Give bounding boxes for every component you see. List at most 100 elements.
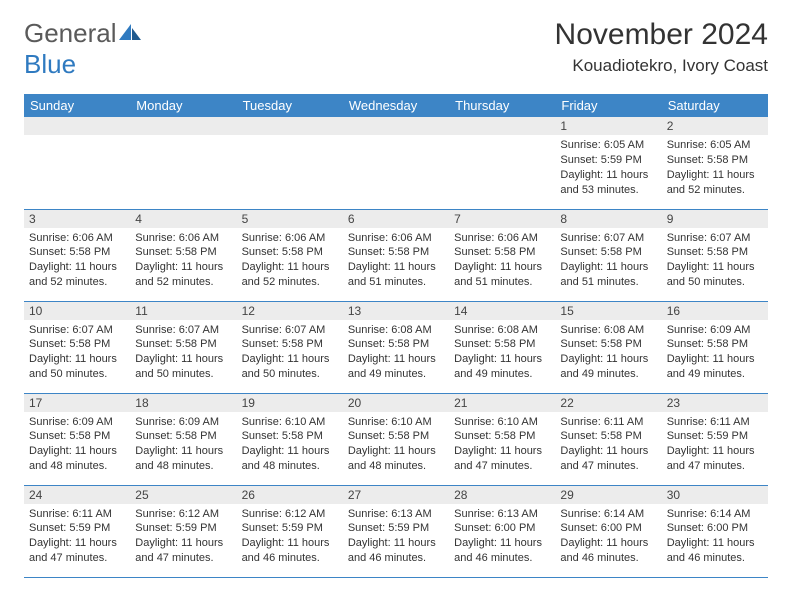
day-info: Sunrise: 6:12 AMSunset: 5:59 PMDaylight:… bbox=[130, 504, 236, 570]
day-number: 2 bbox=[662, 117, 768, 135]
logo-text-blue: Blue bbox=[24, 49, 76, 79]
day-info: Sunrise: 6:06 AMSunset: 5:58 PMDaylight:… bbox=[343, 228, 449, 294]
day-number-empty bbox=[343, 117, 449, 135]
calendar-cell bbox=[343, 117, 449, 209]
day-number: 24 bbox=[24, 486, 130, 504]
day-info: Sunrise: 6:07 AMSunset: 5:58 PMDaylight:… bbox=[24, 320, 130, 386]
day-number-empty bbox=[237, 117, 343, 135]
calendar-week: 24Sunrise: 6:11 AMSunset: 5:59 PMDayligh… bbox=[24, 485, 768, 577]
day-info: Sunrise: 6:05 AMSunset: 5:59 PMDaylight:… bbox=[555, 135, 661, 201]
calendar-week: 3Sunrise: 6:06 AMSunset: 5:58 PMDaylight… bbox=[24, 209, 768, 301]
calendar-cell: 6Sunrise: 6:06 AMSunset: 5:58 PMDaylight… bbox=[343, 209, 449, 301]
day-number: 8 bbox=[555, 210, 661, 228]
calendar-cell: 4Sunrise: 6:06 AMSunset: 5:58 PMDaylight… bbox=[130, 209, 236, 301]
day-header: Thursday bbox=[449, 94, 555, 117]
calendar-week: 1Sunrise: 6:05 AMSunset: 5:59 PMDaylight… bbox=[24, 117, 768, 209]
day-number: 5 bbox=[237, 210, 343, 228]
day-info: Sunrise: 6:13 AMSunset: 5:59 PMDaylight:… bbox=[343, 504, 449, 570]
day-info: Sunrise: 6:10 AMSunset: 5:58 PMDaylight:… bbox=[343, 412, 449, 478]
day-info: Sunrise: 6:07 AMSunset: 5:58 PMDaylight:… bbox=[662, 228, 768, 294]
logo-sail-icon bbox=[117, 22, 145, 42]
day-info: Sunrise: 6:10 AMSunset: 5:58 PMDaylight:… bbox=[237, 412, 343, 478]
day-info: Sunrise: 6:11 AMSunset: 5:58 PMDaylight:… bbox=[555, 412, 661, 478]
calendar-cell: 22Sunrise: 6:11 AMSunset: 5:58 PMDayligh… bbox=[555, 393, 661, 485]
day-header: Sunday bbox=[24, 94, 130, 117]
day-info: Sunrise: 6:12 AMSunset: 5:59 PMDaylight:… bbox=[237, 504, 343, 570]
day-number-empty bbox=[449, 117, 555, 135]
day-info: Sunrise: 6:08 AMSunset: 5:58 PMDaylight:… bbox=[555, 320, 661, 386]
month-title: November 2024 bbox=[555, 18, 768, 52]
calendar-cell: 23Sunrise: 6:11 AMSunset: 5:59 PMDayligh… bbox=[662, 393, 768, 485]
calendar-cell: 19Sunrise: 6:10 AMSunset: 5:58 PMDayligh… bbox=[237, 393, 343, 485]
day-number: 3 bbox=[24, 210, 130, 228]
day-info: Sunrise: 6:13 AMSunset: 6:00 PMDaylight:… bbox=[449, 504, 555, 570]
day-number: 27 bbox=[343, 486, 449, 504]
day-number-empty bbox=[130, 117, 236, 135]
calendar-head: SundayMondayTuesdayWednesdayThursdayFrid… bbox=[24, 94, 768, 117]
day-info: Sunrise: 6:09 AMSunset: 5:58 PMDaylight:… bbox=[24, 412, 130, 478]
day-number: 7 bbox=[449, 210, 555, 228]
calendar-week: 17Sunrise: 6:09 AMSunset: 5:58 PMDayligh… bbox=[24, 393, 768, 485]
day-header: Saturday bbox=[662, 94, 768, 117]
calendar-cell: 8Sunrise: 6:07 AMSunset: 5:58 PMDaylight… bbox=[555, 209, 661, 301]
calendar-cell: 2Sunrise: 6:05 AMSunset: 5:58 PMDaylight… bbox=[662, 117, 768, 209]
day-number: 23 bbox=[662, 394, 768, 412]
day-info: Sunrise: 6:06 AMSunset: 5:58 PMDaylight:… bbox=[130, 228, 236, 294]
logo-text-general: General bbox=[24, 18, 117, 48]
title-block: November 2024 Kouadiotekro, Ivory Coast bbox=[555, 18, 768, 76]
calendar-cell: 24Sunrise: 6:11 AMSunset: 5:59 PMDayligh… bbox=[24, 485, 130, 577]
calendar-body: 1Sunrise: 6:05 AMSunset: 5:59 PMDaylight… bbox=[24, 117, 768, 577]
logo: General Blue bbox=[24, 18, 145, 80]
day-number: 21 bbox=[449, 394, 555, 412]
day-header: Wednesday bbox=[343, 94, 449, 117]
calendar-cell: 18Sunrise: 6:09 AMSunset: 5:58 PMDayligh… bbox=[130, 393, 236, 485]
day-number: 17 bbox=[24, 394, 130, 412]
calendar-cell bbox=[237, 117, 343, 209]
day-info: Sunrise: 6:07 AMSunset: 5:58 PMDaylight:… bbox=[237, 320, 343, 386]
day-number: 30 bbox=[662, 486, 768, 504]
location: Kouadiotekro, Ivory Coast bbox=[555, 56, 768, 76]
day-number: 11 bbox=[130, 302, 236, 320]
day-info: Sunrise: 6:10 AMSunset: 5:58 PMDaylight:… bbox=[449, 412, 555, 478]
day-info: Sunrise: 6:05 AMSunset: 5:58 PMDaylight:… bbox=[662, 135, 768, 201]
day-number: 26 bbox=[237, 486, 343, 504]
logo-text: General Blue bbox=[24, 18, 145, 80]
day-number: 28 bbox=[449, 486, 555, 504]
day-header: Friday bbox=[555, 94, 661, 117]
day-info: Sunrise: 6:06 AMSunset: 5:58 PMDaylight:… bbox=[449, 228, 555, 294]
day-number: 14 bbox=[449, 302, 555, 320]
day-number: 18 bbox=[130, 394, 236, 412]
day-info: Sunrise: 6:11 AMSunset: 5:59 PMDaylight:… bbox=[662, 412, 768, 478]
day-number: 10 bbox=[24, 302, 130, 320]
day-info: Sunrise: 6:07 AMSunset: 5:58 PMDaylight:… bbox=[130, 320, 236, 386]
day-info: Sunrise: 6:09 AMSunset: 5:58 PMDaylight:… bbox=[662, 320, 768, 386]
calendar-cell: 13Sunrise: 6:08 AMSunset: 5:58 PMDayligh… bbox=[343, 301, 449, 393]
calendar-cell: 25Sunrise: 6:12 AMSunset: 5:59 PMDayligh… bbox=[130, 485, 236, 577]
day-number: 6 bbox=[343, 210, 449, 228]
calendar-cell: 28Sunrise: 6:13 AMSunset: 6:00 PMDayligh… bbox=[449, 485, 555, 577]
day-number: 25 bbox=[130, 486, 236, 504]
calendar-cell: 30Sunrise: 6:14 AMSunset: 6:00 PMDayligh… bbox=[662, 485, 768, 577]
calendar-cell: 7Sunrise: 6:06 AMSunset: 5:58 PMDaylight… bbox=[449, 209, 555, 301]
day-number: 9 bbox=[662, 210, 768, 228]
calendar-cell: 12Sunrise: 6:07 AMSunset: 5:58 PMDayligh… bbox=[237, 301, 343, 393]
calendar-cell bbox=[449, 117, 555, 209]
day-info: Sunrise: 6:14 AMSunset: 6:00 PMDaylight:… bbox=[555, 504, 661, 570]
day-info: Sunrise: 6:07 AMSunset: 5:58 PMDaylight:… bbox=[555, 228, 661, 294]
day-number: 20 bbox=[343, 394, 449, 412]
calendar-cell: 20Sunrise: 6:10 AMSunset: 5:58 PMDayligh… bbox=[343, 393, 449, 485]
calendar-cell: 15Sunrise: 6:08 AMSunset: 5:58 PMDayligh… bbox=[555, 301, 661, 393]
day-info: Sunrise: 6:14 AMSunset: 6:00 PMDaylight:… bbox=[662, 504, 768, 570]
calendar-cell: 26Sunrise: 6:12 AMSunset: 5:59 PMDayligh… bbox=[237, 485, 343, 577]
day-header-row: SundayMondayTuesdayWednesdayThursdayFrid… bbox=[24, 94, 768, 117]
calendar-cell bbox=[24, 117, 130, 209]
calendar-cell: 27Sunrise: 6:13 AMSunset: 5:59 PMDayligh… bbox=[343, 485, 449, 577]
day-info: Sunrise: 6:08 AMSunset: 5:58 PMDaylight:… bbox=[343, 320, 449, 386]
day-number: 19 bbox=[237, 394, 343, 412]
calendar-cell: 11Sunrise: 6:07 AMSunset: 5:58 PMDayligh… bbox=[130, 301, 236, 393]
day-info: Sunrise: 6:11 AMSunset: 5:59 PMDaylight:… bbox=[24, 504, 130, 570]
day-info: Sunrise: 6:06 AMSunset: 5:58 PMDaylight:… bbox=[237, 228, 343, 294]
calendar-cell: 29Sunrise: 6:14 AMSunset: 6:00 PMDayligh… bbox=[555, 485, 661, 577]
day-number: 29 bbox=[555, 486, 661, 504]
day-number: 1 bbox=[555, 117, 661, 135]
